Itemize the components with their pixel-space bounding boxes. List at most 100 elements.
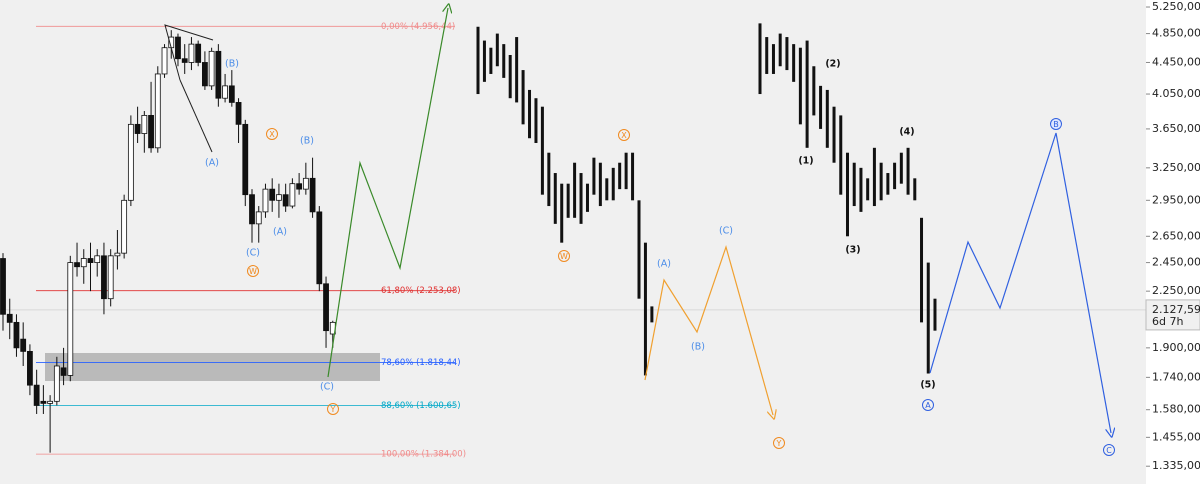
wave-label: X (269, 130, 275, 139)
price-bar (920, 217, 924, 323)
candle-body (201, 62, 208, 87)
candle-body (60, 367, 67, 376)
wave-label: C (1106, 446, 1112, 455)
projection-orange (644, 244, 773, 415)
price-bar (598, 162, 602, 207)
price-bar (489, 47, 493, 74)
candle-body (127, 123, 134, 201)
label-circle (558, 250, 570, 262)
candle-body (101, 255, 107, 300)
price-bar (805, 40, 809, 148)
candle-body (195, 43, 202, 63)
wave-label: W (560, 252, 568, 261)
price-bar (650, 306, 654, 323)
projection-blue (929, 132, 1111, 433)
candle-body (208, 50, 215, 87)
y-tick-label: 3.650,00 (1152, 122, 1200, 135)
candle-body (235, 102, 242, 125)
candle-body (309, 177, 316, 213)
price-bar (579, 173, 583, 224)
price-bar (812, 66, 816, 116)
candle-body (74, 262, 80, 268)
wave-label: A (925, 401, 931, 410)
candle-body (323, 283, 329, 332)
price-bar (476, 26, 480, 95)
price-bar (859, 167, 863, 212)
price-bar (637, 200, 641, 299)
wave-label: (A) (205, 158, 219, 169)
y-tick-label: 1.455,00 (1152, 430, 1200, 443)
wave-label: (A) (657, 259, 671, 270)
wave-label: (3) (845, 245, 860, 256)
price-bar (886, 173, 890, 195)
price-bar (566, 183, 570, 218)
candle-body (0, 258, 6, 315)
price-bar (508, 55, 512, 99)
candle-body (154, 73, 161, 149)
price-bar (926, 262, 930, 374)
wave-label: X (621, 131, 627, 140)
price-bar (547, 152, 551, 207)
wave-label: (1) (798, 156, 813, 167)
countdown: 6d 7h (1152, 315, 1183, 328)
projection-green (327, 8, 448, 378)
candle-body (53, 365, 60, 402)
price-bar (771, 44, 775, 74)
price-bar (866, 178, 870, 201)
y-tick-label: 1.900,00 (1152, 341, 1200, 354)
price-bar (611, 167, 615, 201)
candle-body (40, 400, 47, 404)
candle-body (27, 351, 33, 386)
candle-body (296, 183, 303, 190)
candle-body (33, 384, 40, 406)
candle-body (67, 262, 74, 376)
price-bar (534, 98, 538, 143)
y-tick-label: 2.250,00 (1152, 284, 1200, 297)
label-circle (247, 265, 259, 277)
price-bar (778, 33, 782, 67)
wave-label: (B) (225, 59, 239, 70)
y-tick-label: 2.950,00 (1152, 193, 1200, 206)
label-circle (1050, 118, 1062, 130)
last-price-box (1145, 299, 1200, 331)
price-bar (852, 162, 856, 207)
candle-body (181, 58, 188, 63)
wave-labels: (B) (A) X (B) (A) (C) W (C) Y X W (A) (C… (205, 59, 1115, 456)
candle-body (249, 194, 255, 225)
candle-body (80, 258, 87, 268)
price-bar (785, 37, 789, 71)
price-bar (845, 152, 849, 237)
y-tick-label: 4.050,00 (1152, 87, 1200, 100)
label-circle (327, 403, 339, 415)
candle-body (94, 255, 101, 263)
candle-body (289, 183, 296, 207)
y-tick-label: 1.580,00 (1152, 403, 1200, 416)
price-bar (482, 40, 486, 82)
wave-label: (C) (246, 248, 260, 259)
wave-label: (5) (920, 380, 935, 391)
label-circle (266, 128, 278, 140)
candle-body (262, 188, 269, 213)
candle-body (255, 211, 262, 225)
price-bar (553, 173, 557, 224)
wave-label: (B) (300, 136, 314, 147)
y-tick-label: 4.850,00 (1152, 27, 1200, 40)
price-bar (515, 37, 519, 103)
candle-body (269, 188, 276, 201)
price-bar (758, 23, 762, 95)
label-circle (922, 399, 934, 411)
y-tick-label: 4.450,00 (1152, 55, 1200, 68)
fib-label: 78,60% (1.818,44) (381, 358, 461, 368)
price-bar (631, 152, 635, 201)
candle-body (242, 123, 249, 196)
wave-label: (4) (899, 127, 914, 138)
candle-body (161, 47, 168, 75)
price-bar (798, 47, 802, 125)
label-circle (773, 437, 785, 449)
price-bar (839, 115, 843, 195)
price-bar (765, 37, 769, 74)
price-axis-bg (1146, 0, 1200, 484)
price-bar (819, 85, 823, 129)
candle-body (20, 338, 27, 352)
